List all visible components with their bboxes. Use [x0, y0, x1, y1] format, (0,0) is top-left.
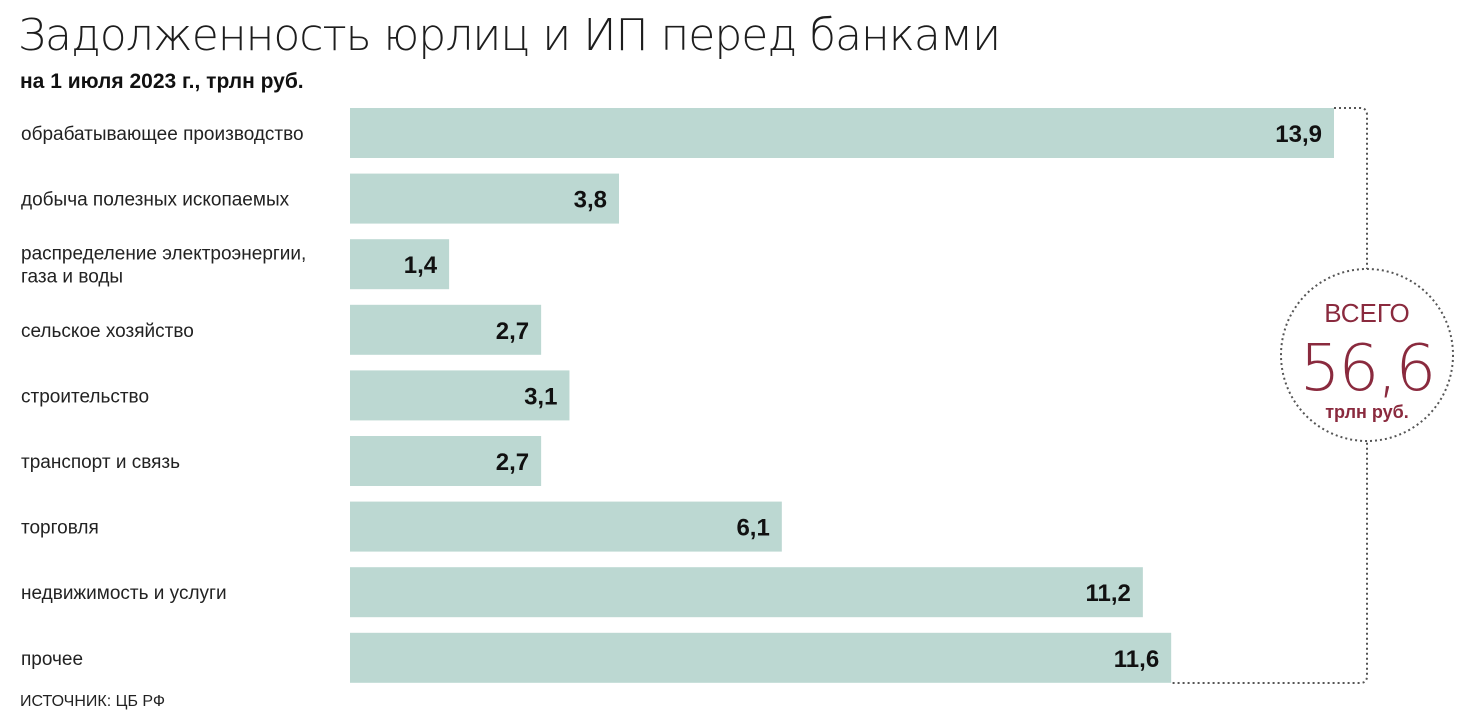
- bar: [350, 173, 620, 224]
- bar: [350, 632, 1172, 683]
- total-unit: трлн руб.: [1325, 402, 1409, 422]
- total-value: 56,6: [1300, 332, 1435, 406]
- bar: [350, 436, 542, 486]
- category-labels-layer: обрабатывающее производство добыча полезн…: [21, 124, 306, 670]
- total-bracket-line: [1170, 107, 1368, 684]
- bar-value-label: 3,8: [574, 187, 607, 214]
- total-badge: ВСЕГО 56,6 трлн руб.: [1280, 268, 1454, 442]
- category-label-line: прочее: [21, 649, 83, 670]
- bar: [350, 304, 542, 355]
- category-label-line: строительство: [21, 386, 149, 407]
- bar: [350, 108, 1334, 158]
- bar-value-label: 3,1: [524, 383, 557, 410]
- category-label: прочее: [21, 649, 83, 670]
- category-label-line: сельское хозяйство: [21, 321, 194, 342]
- chart-title: Задолженность юрлиц и ИП перед банками: [18, 10, 1001, 61]
- category-label-line: обрабатывающее производство: [21, 124, 304, 145]
- category-label-line: распределение электроэнергии,: [21, 244, 306, 265]
- bar-value-label: 2,7: [496, 449, 529, 476]
- bar: [350, 239, 450, 290]
- bar-value-label: 1,4: [404, 252, 438, 279]
- category-label-line: добыча полезных ископаемых: [21, 190, 290, 211]
- category-label-line: недвижимость и услуги: [21, 583, 227, 604]
- value-labels-layer: 13,9 3,8 1,4 2,7 3,1 2,7 6,1 11,2 11,6: [404, 121, 1322, 673]
- bar-value-label: 2,7: [496, 318, 529, 345]
- bar: [350, 501, 782, 552]
- category-label: обрабатывающее производство: [21, 124, 304, 145]
- category-label: торговля: [21, 518, 99, 539]
- category-label: транспорт и связь: [21, 452, 180, 473]
- category-label-line: транспорт и связь: [21, 452, 180, 473]
- bars-layer: [350, 108, 1334, 683]
- category-label: строительство: [21, 386, 149, 407]
- bar: [350, 567, 1143, 618]
- category-label: недвижимость и услуги: [21, 583, 227, 604]
- category-label-line: газа и воды: [21, 267, 123, 288]
- bar-value-label: 11,2: [1085, 580, 1130, 607]
- source-note: ИСТОЧНИК: ЦБ РФ: [20, 693, 166, 710]
- chart-subtitle: на 1 июля 2023 г., трлн руб.: [20, 70, 304, 93]
- category-label: добыча полезных ископаемых: [21, 190, 290, 211]
- category-label-line: торговля: [21, 518, 99, 539]
- total-circle: [1280, 268, 1454, 442]
- total-caption: ВСЕГО: [1324, 298, 1409, 328]
- bar: [350, 370, 570, 421]
- bar-value-label: 6,1: [736, 515, 769, 542]
- category-label: сельское хозяйство: [21, 321, 194, 342]
- bar-value-label: 11,6: [1114, 646, 1159, 673]
- category-label: распределение электроэнергии, газа и воды: [21, 244, 306, 288]
- bar-value-label: 13,9: [1275, 121, 1322, 148]
